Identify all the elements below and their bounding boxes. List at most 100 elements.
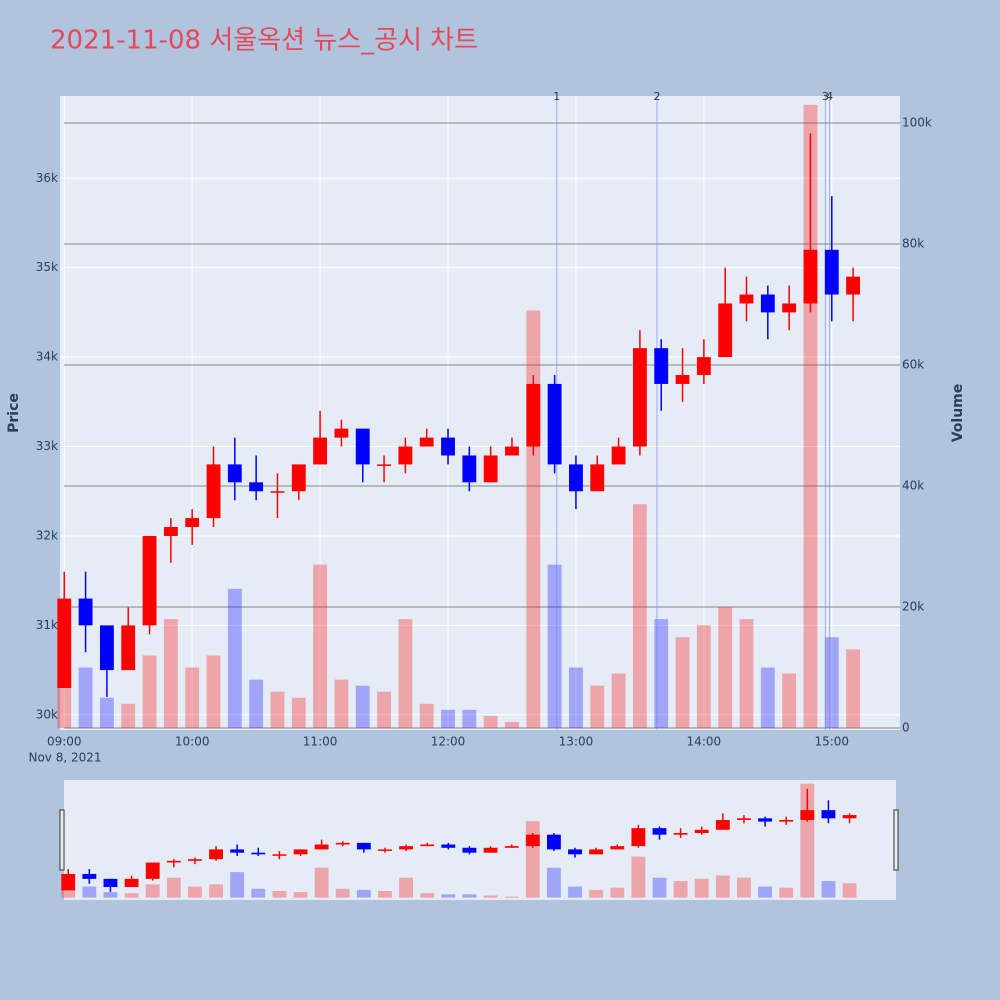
x-tick-label: 10:00: [175, 735, 210, 749]
volume-bar: [163, 619, 178, 729]
mini-volume-bar: [737, 877, 751, 898]
mini-candle-body: [462, 847, 477, 853]
x-tick-label: 13:00: [559, 735, 594, 749]
candle-body: [632, 348, 647, 447]
volume-bar: [547, 564, 562, 729]
mini-candle-body: [145, 862, 160, 879]
mini-volume-bar: [842, 883, 857, 898]
y-tick-label: 36k: [36, 171, 58, 185]
volume-bar: [739, 619, 754, 729]
mini-volume-bar: [758, 886, 773, 898]
mini-candle-body: [715, 819, 730, 830]
mini-volume-bar: [715, 875, 730, 898]
y2-tick-label: 100k: [902, 115, 932, 129]
mini-volume-bar: [124, 893, 139, 898]
candle-body: [313, 437, 328, 465]
y2-tick-label: 0: [902, 721, 910, 735]
mini-volume-bar: [230, 872, 245, 898]
volume-bar: [185, 667, 200, 729]
mini-candle-body: [758, 818, 773, 822]
candle-body: [206, 464, 221, 519]
candle-body: [185, 518, 200, 528]
candle-body: [739, 294, 754, 304]
mini-candle-body: [293, 849, 308, 855]
mini-candle-body: [314, 844, 329, 850]
mini-volume-bar: [103, 892, 118, 898]
candle-body: [547, 383, 562, 465]
volume-bar: [57, 679, 72, 729]
mini-volume-bar: [61, 888, 76, 898]
volume-bar: [334, 679, 349, 729]
y2-tick-label: 40k: [902, 478, 924, 492]
mini-volume-bar: [631, 856, 646, 898]
mini-volume-bar: [314, 867, 329, 898]
mini-volume-bar: [209, 884, 223, 898]
volume-bar: [227, 588, 242, 729]
range-handle[interactable]: [59, 809, 65, 871]
volume-bar: [718, 606, 733, 729]
mini-volume-bar: [166, 877, 181, 898]
candle-body: [654, 348, 669, 384]
y-tick-label: 32k: [36, 528, 58, 542]
candle-body: [419, 437, 434, 447]
mini-candle-body: [821, 810, 836, 819]
volume-bar: [760, 667, 775, 729]
candle-body: [78, 598, 93, 626]
volume-bar: [142, 655, 157, 729]
mini-candle-body: [673, 833, 688, 835]
y-tick-label: 31k: [36, 618, 58, 632]
range-handle[interactable]: [893, 809, 899, 871]
x-tick-label: 09:00: [47, 735, 82, 749]
mini-candle-body: [483, 847, 498, 853]
mini-volume-bar: [504, 896, 519, 898]
mini-volume-bar: [462, 894, 477, 898]
volume-bar: [270, 691, 285, 729]
candle-body: [526, 383, 541, 447]
y-tick-label: 30k: [36, 707, 58, 721]
candle-body: [57, 598, 72, 688]
candle-body: [377, 464, 391, 466]
candle-body: [227, 464, 242, 483]
candle-body: [483, 455, 498, 483]
mini-candle-body: [61, 873, 76, 891]
candle-body: [441, 437, 455, 456]
x-date-label: Nov 8, 2021: [28, 751, 101, 765]
volume-bar: [377, 691, 391, 729]
y2-tick-label: 60k: [902, 357, 924, 371]
chart-title: 2021-11-08 서울옥션 뉴스_공시 차트: [50, 26, 478, 56]
x-tick-label: 15:00: [814, 735, 849, 749]
volume-bar: [505, 721, 519, 729]
x-tick-label: 11:00: [303, 735, 338, 749]
mini-candle-body: [82, 873, 97, 879]
mini-candle-body: [124, 878, 139, 888]
candle-body: [569, 464, 583, 492]
mini-candle-body: [103, 878, 118, 888]
candle-body: [291, 464, 306, 492]
volume-bar: [611, 673, 626, 729]
mini-volume-bar: [187, 886, 202, 898]
mini-volume-bar: [673, 881, 688, 898]
mini-volume-bar: [483, 895, 498, 898]
candle-body: [611, 446, 626, 465]
volume-bar: [398, 619, 413, 729]
mini-candle-body: [779, 819, 794, 822]
candle-body: [249, 482, 264, 492]
volume-bar: [526, 310, 541, 729]
mini-candle-body: [335, 842, 350, 845]
candle-body: [121, 625, 136, 671]
x-tick-label: 12:00: [431, 735, 466, 749]
range-slider[interactable]: [64, 780, 896, 900]
candle-body: [696, 357, 711, 375]
volume-bar: [590, 685, 605, 729]
volume-bar: [846, 649, 861, 729]
mini-candle-body: [631, 828, 646, 847]
annotation-label: 4: [826, 90, 833, 103]
candle-body: [398, 446, 413, 465]
mini-volume-bar: [589, 889, 604, 898]
candle-body: [355, 428, 370, 465]
volume-bar: [441, 709, 455, 729]
volume-bar: [632, 504, 647, 729]
mini-volume-bar: [356, 889, 371, 898]
y2-tick-label: 20k: [902, 599, 924, 613]
